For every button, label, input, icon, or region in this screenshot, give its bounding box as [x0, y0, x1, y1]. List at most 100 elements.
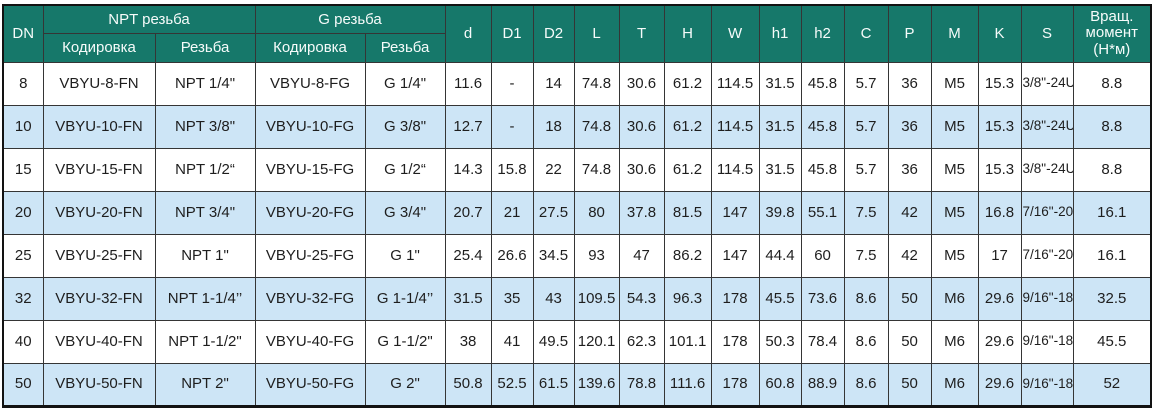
cell-m: M6: [930, 276, 979, 321]
col-header-h2: h2: [800, 4, 845, 63]
table-body: 8 VBYU-8-FN NPT 1/4" VBYU-8-FG G 1/4" 11.6-14…: [2, 61, 1152, 407]
cell-p: 36: [887, 104, 932, 149]
cell-npt-code: VBYU-15-FN: [42, 147, 156, 192]
cell-k: 15.3: [977, 61, 1022, 106]
cell-h1: 44.4: [758, 233, 802, 278]
cell-w: 114.5: [710, 61, 760, 106]
cell-d2: 43: [532, 276, 575, 321]
cell-k: 17: [977, 233, 1022, 278]
col-header-h1: h1: [758, 4, 802, 63]
cell-d: 25.4: [444, 233, 492, 278]
cell-l: 109.5: [573, 276, 620, 321]
cell-d2: 49.5: [532, 319, 575, 364]
cell-h1: 45.5: [758, 276, 802, 321]
cell-c: 8.6: [843, 276, 889, 321]
cell-dn: 50: [2, 362, 44, 407]
cell-d1: 21: [490, 190, 534, 235]
cell-m: M5: [930, 147, 979, 192]
cell-h1: 31.5: [758, 147, 802, 192]
cell-w: 114.5: [710, 147, 760, 192]
cell-npt-thread: NPT 3/4": [154, 190, 256, 235]
cell-g-thread: G 1/4": [364, 61, 446, 106]
cell-t: 62.3: [618, 319, 665, 364]
cell-m: M6: [930, 319, 979, 364]
col-header-h: H: [663, 4, 712, 63]
cell-npt-code: VBYU-50-FN: [42, 362, 156, 407]
cell-p: 42: [887, 190, 932, 235]
cell-g-code: VBYU-8-FG: [254, 61, 366, 106]
cell-torque: 45.5: [1072, 319, 1152, 364]
col-header-l: L: [573, 4, 620, 63]
cell-m: M5: [930, 61, 979, 106]
cell-h2: 45.8: [800, 104, 845, 149]
cell-t: 37.8: [618, 190, 665, 235]
cell-torque: 8.8: [1072, 104, 1152, 149]
cell-c: 8.6: [843, 319, 889, 364]
cell-d: 11.6: [444, 61, 492, 106]
cell-l: 93: [573, 233, 620, 278]
cell-g-thread: G 2": [364, 362, 446, 407]
cell-t: 30.6: [618, 147, 665, 192]
cell-k: 15.3: [977, 104, 1022, 149]
col-header-npt-thread: Резьба: [154, 32, 256, 63]
cell-torque: 32.5: [1072, 276, 1152, 321]
cell-c: 5.7: [843, 147, 889, 192]
table-row: 25 VBYU-25-FN NPT 1" VBYU-25-FG G 1" 25.4 26.6…: [2, 233, 1152, 278]
cell-d: 50.8: [444, 362, 492, 407]
col-header-torque: Вращ. момент (Н*м): [1072, 4, 1152, 63]
cell-w: 147: [710, 233, 760, 278]
col-header-k: K: [977, 4, 1022, 63]
table-row: 10 VBYU-10-FN NPT 3/8" VBYU-10-FG G 3/8" 12.7…: [2, 104, 1152, 149]
cell-g-code: VBYU-40-FG: [254, 319, 366, 364]
cell-npt-code: VBYU-20-FN: [42, 190, 156, 235]
cell-s: 3/8"-24UNF: [1020, 104, 1074, 149]
cell-m: M5: [930, 233, 979, 278]
cell-d: 38: [444, 319, 492, 364]
cell-k: 29.6: [977, 362, 1022, 407]
cell-g-code: VBYU-50-FG: [254, 362, 366, 407]
cell-g-thread: G 1/2“: [364, 147, 446, 192]
cell-h1: 31.5: [758, 104, 802, 149]
cell-npt-thread: NPT 1": [154, 233, 256, 278]
cell-t: 47: [618, 233, 665, 278]
table-row: 50 VBYU-50-FN NPT 2" VBYU-50-FG G 2" 50.8 52.5…: [2, 362, 1152, 407]
cell-d1: 52.5: [490, 362, 534, 407]
col-header-w: W: [710, 4, 760, 63]
col-group-g-thread: G резьба: [254, 4, 446, 34]
cell-l: 74.8: [573, 61, 620, 106]
cell-torque: 8.8: [1072, 147, 1152, 192]
cell-d2: 34.5: [532, 233, 575, 278]
cell-h: 61.2: [663, 104, 712, 149]
cell-npt-code: VBYU-8-FN: [42, 61, 156, 106]
cell-p: 42: [887, 233, 932, 278]
cell-s: 9/16"-18UNF: [1020, 362, 1074, 407]
cell-d1: 41: [490, 319, 534, 364]
cell-d: 31.5: [444, 276, 492, 321]
cell-d1: -: [490, 61, 534, 106]
cell-g-code: VBYU-25-FG: [254, 233, 366, 278]
cell-s: 3/8"-24UNF: [1020, 147, 1074, 192]
cell-s: 7/16"-20UNF: [1020, 233, 1074, 278]
cell-h2: 45.8: [800, 61, 845, 106]
valve-spec-table: DN NPT резьба G резьба d D1 D2 L T H W h…: [2, 4, 1153, 408]
col-header-p: P: [887, 4, 932, 63]
cell-npt-code: VBYU-10-FN: [42, 104, 156, 149]
table-row: 8 VBYU-8-FN NPT 1/4" VBYU-8-FG G 1/4" 11.6-14…: [2, 61, 1152, 106]
cell-d1: -: [490, 104, 534, 149]
cell-dn: 40: [2, 319, 44, 364]
cell-h2: 60: [800, 233, 845, 278]
cell-h: 61.2: [663, 61, 712, 106]
cell-c: 7.5: [843, 190, 889, 235]
cell-g-thread: G 1": [364, 233, 446, 278]
cell-w: 178: [710, 319, 760, 364]
cell-c: 5.7: [843, 61, 889, 106]
cell-s: 9/16"-18UNF: [1020, 319, 1074, 364]
col-header-g-code: Кодировка: [254, 32, 366, 63]
cell-g-thread: G 1-1/4’’: [364, 276, 446, 321]
cell-s: 7/16"-20UNF: [1020, 190, 1074, 235]
cell-g-thread: G 3/4": [364, 190, 446, 235]
cell-npt-code: VBYU-32-FN: [42, 276, 156, 321]
col-header-d2: D2: [532, 4, 575, 63]
cell-h2: 73.6: [800, 276, 845, 321]
